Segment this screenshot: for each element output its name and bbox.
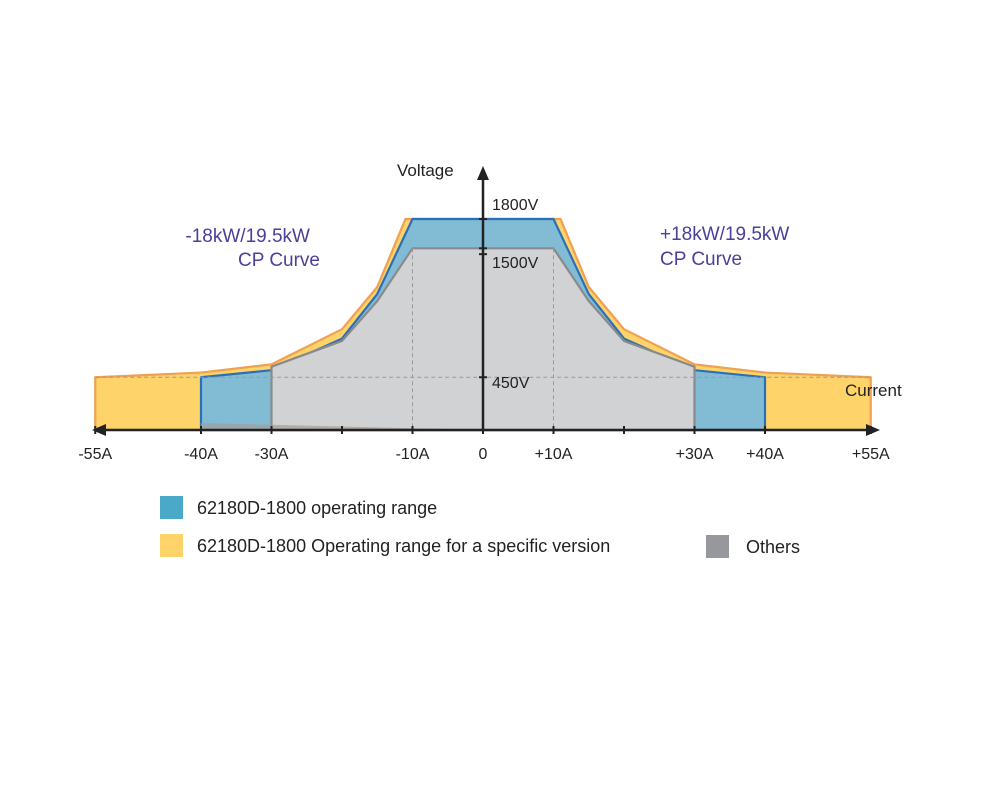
x-tick-label: -30A	[255, 446, 289, 463]
x-axis-title: Current	[845, 381, 902, 400]
x-tick-label: +40A	[746, 446, 784, 463]
legend-swatch-others	[706, 535, 729, 558]
x-tick-label: +55A	[852, 446, 890, 463]
cp-positive-label-line1: +18kW/19.5kW	[660, 224, 789, 245]
x-tick-label: 0	[479, 446, 488, 463]
legend-label-operating-range: 62180D-1800 operating range	[197, 498, 437, 518]
y-tick-label: 450V	[492, 375, 530, 392]
x-tick-label: +10A	[535, 446, 573, 463]
x-axis-arrow-right	[866, 424, 880, 436]
cp-negative-label-line1: -18kW/19.5kW	[185, 226, 310, 247]
x-axis-arrow-left	[92, 424, 106, 436]
cp-negative-label-line2: CP Curve	[238, 250, 320, 271]
x-tick-label: -55A	[78, 446, 112, 463]
x-tick-label: -40A	[184, 446, 218, 463]
x-tick-label: -10A	[396, 446, 430, 463]
y-tick-label: 1500V	[492, 255, 539, 272]
cp-positive-label-line2: CP Curve	[660, 249, 742, 270]
y-axis-title: Voltage	[397, 161, 454, 180]
x-tick-label: +30A	[676, 446, 714, 463]
y-axis-arrow	[477, 166, 489, 180]
legend-label-others: Others	[746, 537, 800, 557]
ticks: -55A -40A -30A -10A 0 +10A +30A +40A +55A 450V 150…	[78, 197, 890, 463]
legend: 62180D-1800 operating range 62180D-1800 …	[160, 496, 800, 558]
legend-label-specific-version: 62180D-1800 Operating range for a specif…	[197, 536, 610, 556]
legend-swatch-operating-range	[160, 496, 183, 519]
y-tick-label: 1800V	[492, 197, 539, 214]
legend-swatch-specific-version	[160, 534, 183, 557]
